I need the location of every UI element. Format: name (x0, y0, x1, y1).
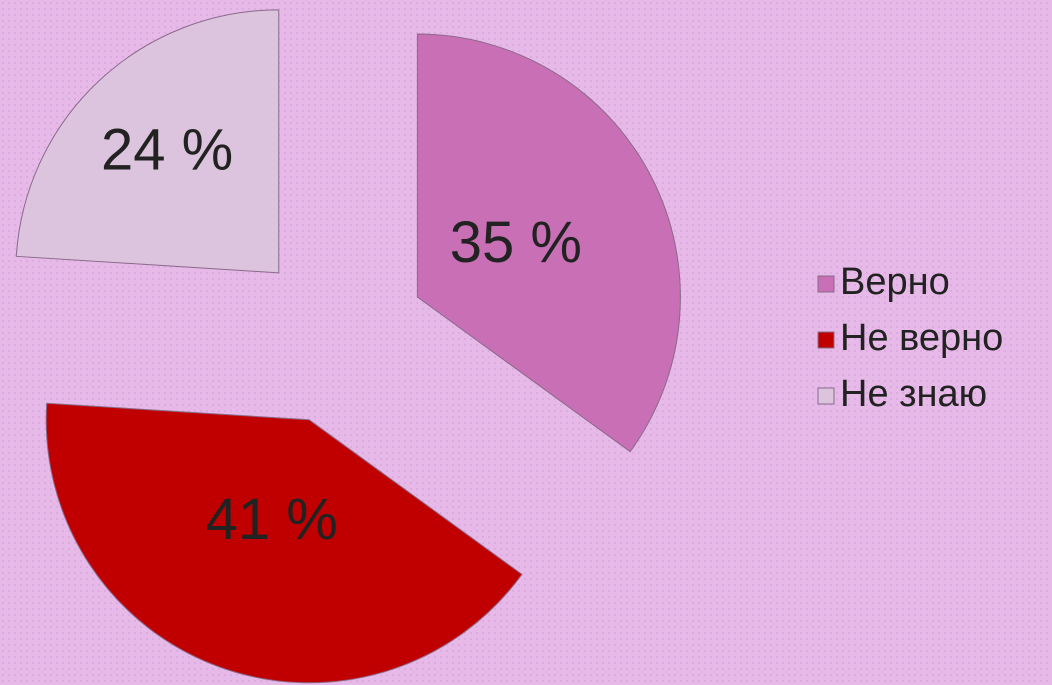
pie-slice (45, 402, 523, 684)
legend: Верно Не верно Не знаю (817, 261, 1003, 415)
legend-swatch (817, 331, 835, 349)
pie-slice (416, 33, 681, 453)
legend-text: Не верно (840, 317, 1003, 359)
legend-swatch (817, 275, 835, 293)
legend-text: Не знаю (840, 373, 987, 415)
slice-label: 24 % (101, 117, 233, 182)
slice-label: 41 % (206, 487, 338, 552)
pie-slice (15, 9, 280, 274)
legend-swatch (817, 387, 835, 405)
pie (15, 9, 681, 684)
legend-text: Верно (840, 261, 950, 303)
slice-label: 35 % (450, 210, 582, 275)
labels: 35 % 41 % 24 % (101, 117, 582, 552)
